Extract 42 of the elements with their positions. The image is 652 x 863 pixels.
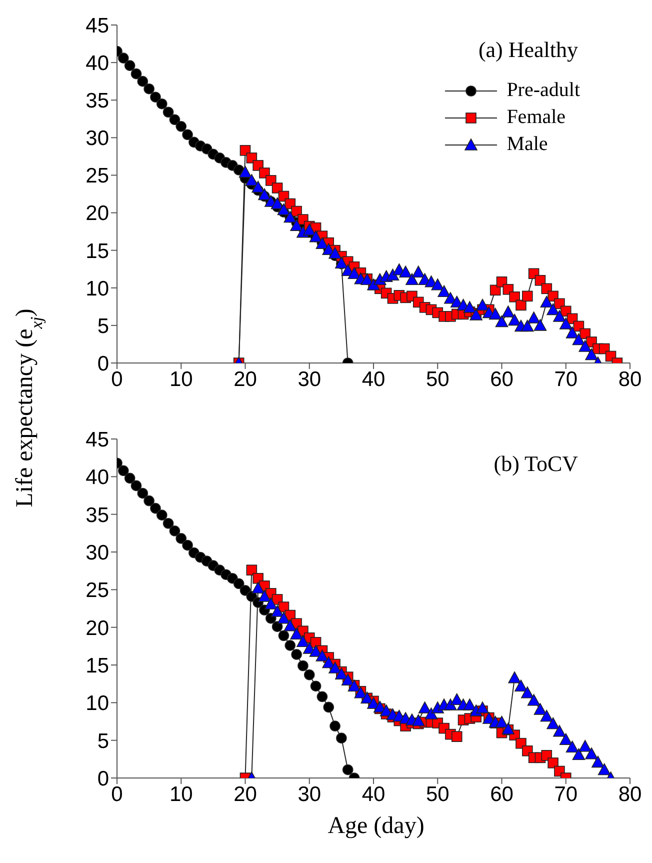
y-tick-label: 20 — [86, 202, 109, 226]
x-tick-label: 60 — [490, 782, 514, 806]
x-tick-label: 30 — [298, 368, 322, 391]
legend-label: Male — [506, 133, 548, 156]
y-tick-label: 5 — [97, 314, 109, 338]
x-tick-label: 80 — [618, 782, 642, 806]
legend-label: Pre-adult — [506, 79, 580, 102]
y-tick-label: 45 — [86, 14, 109, 38]
text: (a) Healthy — [478, 37, 578, 63]
x-axis-title: Age (day) — [326, 813, 426, 840]
x-tick-label: 10 — [169, 782, 193, 806]
x-tick-label: 60 — [490, 368, 514, 391]
y-tick-label: 35 — [86, 90, 109, 113]
x-tick-label: 80 — [618, 368, 642, 391]
y-tick-label: 45 — [86, 428, 109, 452]
y-tick-label: 10 — [86, 692, 109, 716]
x-tick-label: 50 — [426, 368, 450, 391]
y-tick-label: 30 — [86, 541, 109, 564]
x-tick-label: 30 — [298, 782, 322, 806]
y-tick-label: 15 — [86, 654, 109, 678]
y-tick-label: 25 — [86, 164, 109, 188]
y-tick-label: 20 — [86, 616, 109, 640]
legend-label: Female — [506, 106, 566, 129]
y-tick-label: 30 — [86, 127, 109, 150]
x-tick-label: 40 — [362, 782, 386, 806]
y-tick-label: 0 — [97, 352, 109, 376]
x-tick-label: 10 — [169, 368, 193, 391]
y-tick-label: 35 — [86, 504, 109, 527]
y-tick-label: 40 — [86, 466, 109, 490]
x-tick-label: 50 — [426, 782, 450, 806]
x-tick-label: 20 — [234, 368, 257, 391]
y-tick-label: 25 — [86, 579, 109, 602]
x-tick-label: 20 — [234, 782, 257, 806]
x-tick-label: 40 — [362, 368, 386, 391]
x-tick-label: 70 — [554, 782, 578, 806]
y-tick-label: 10 — [86, 277, 109, 300]
y-tick-label: 15 — [86, 240, 109, 263]
text: (b) ToCV — [494, 451, 578, 477]
x-tick-label: 70 — [554, 368, 578, 391]
y-tick-label: 5 — [97, 730, 109, 753]
y-tick-label: 40 — [86, 52, 109, 76]
y-tick-label: 0 — [97, 767, 109, 790]
